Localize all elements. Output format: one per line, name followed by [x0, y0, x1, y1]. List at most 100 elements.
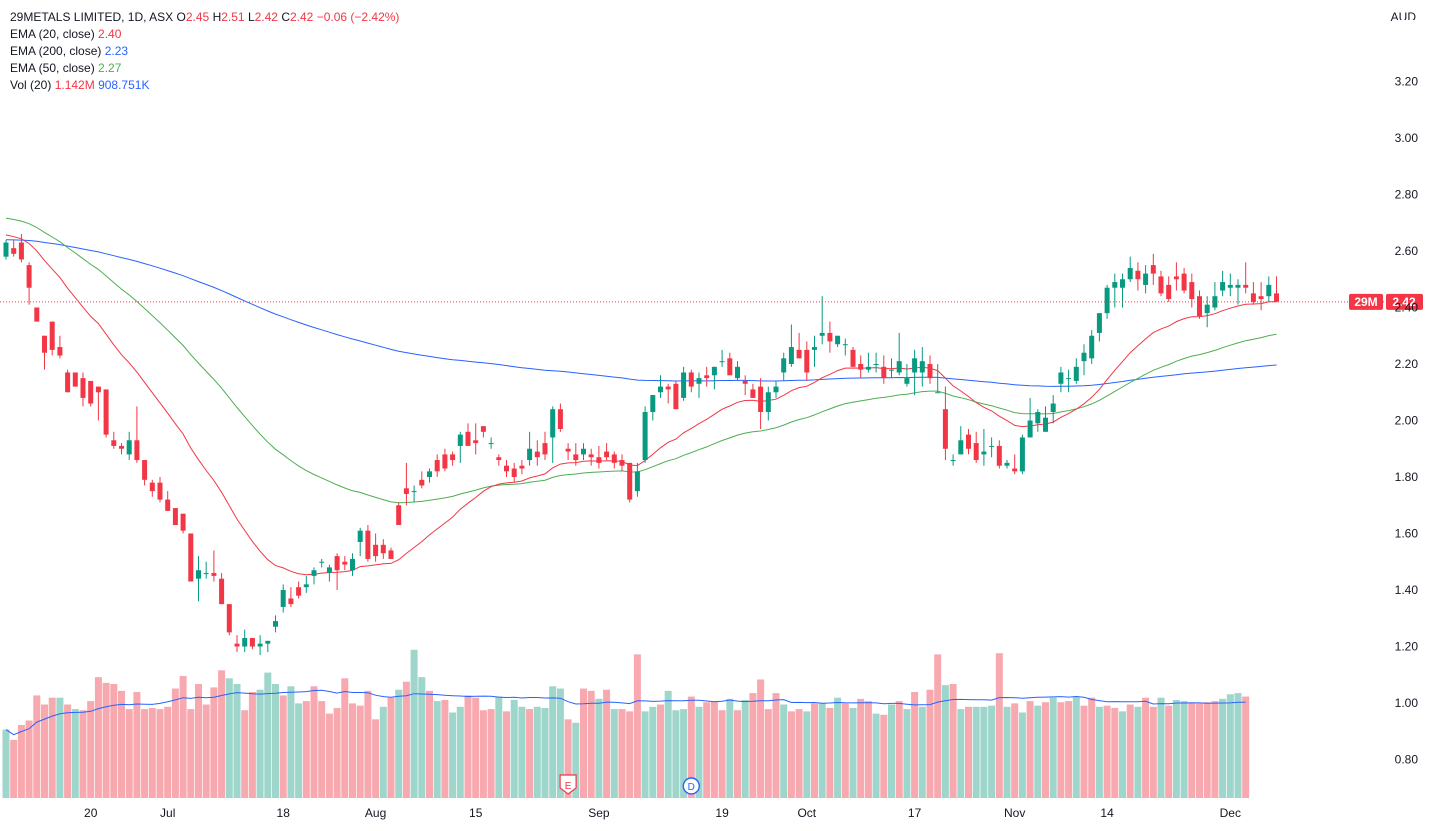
volume-bar	[587, 690, 595, 798]
volume-bar	[826, 707, 834, 798]
candle-body	[1019, 437, 1025, 472]
volume-bar	[456, 706, 464, 798]
volume-bar	[441, 699, 449, 798]
candle-body	[665, 386, 671, 390]
price-axis[interactable]: 3.20 3.00 2.80 2.60 2.40 2.20 2.00 1.80 1.60 1.40…	[1395, 20, 1425, 767]
candle-body	[827, 332, 833, 342]
volume-bar	[1080, 705, 1088, 798]
candle-body	[634, 471, 640, 492]
volume-bar	[1011, 703, 1019, 798]
volume-bar	[318, 701, 326, 798]
volume-bar	[433, 701, 441, 798]
dividend-marker[interactable]: D	[682, 777, 700, 795]
candle	[1250, 282, 1256, 305]
candle-body	[1127, 267, 1133, 280]
candle	[373, 533, 379, 562]
close-label: C	[281, 10, 290, 24]
ema20-legend[interactable]: EMA (20, close) 2.40	[10, 26, 399, 43]
open-value: 2.45	[185, 10, 210, 24]
candle-body	[1235, 284, 1241, 288]
candle	[1004, 460, 1010, 469]
candle	[18, 234, 24, 263]
candle	[619, 454, 625, 472]
volume-bar	[934, 654, 942, 798]
candle	[550, 406, 556, 463]
volume-bar	[710, 701, 718, 798]
volume-bar	[1026, 701, 1034, 798]
candle-body	[388, 550, 394, 559]
candle-body	[788, 347, 794, 364]
price-tick-label: 1.80	[1395, 470, 1419, 484]
volume-legend[interactable]: Vol (20) 1.142M 908.751K	[10, 77, 399, 94]
volume-bar	[1065, 701, 1073, 798]
candle-body	[504, 465, 509, 472]
volume-bar	[841, 703, 849, 798]
candle-body	[419, 479, 425, 486]
candle-body	[796, 349, 802, 359]
candle-body	[688, 372, 694, 387]
candle-body	[42, 335, 47, 353]
volume-bar	[48, 697, 56, 798]
candle-body	[850, 349, 856, 367]
candle-body	[865, 366, 871, 370]
candle-body	[226, 604, 232, 633]
volume-bar	[572, 722, 580, 798]
volume-bar	[356, 705, 364, 798]
volume-bar	[195, 684, 202, 798]
candle-body	[619, 460, 625, 466]
candle	[658, 375, 663, 398]
candle-body	[1081, 352, 1087, 362]
candle-body	[49, 321, 55, 350]
candle	[758, 378, 764, 429]
candle-body	[1104, 287, 1110, 314]
candle-body	[142, 460, 148, 480]
ema200-label: EMA (200, close)	[10, 44, 102, 58]
candle-body	[380, 544, 386, 554]
volume-bar	[302, 701, 310, 798]
price-tick-label: 1.20	[1395, 640, 1419, 654]
candle	[273, 615, 278, 633]
volume-bar	[349, 703, 356, 798]
volume-bar	[1165, 705, 1173, 798]
candle	[157, 477, 163, 503]
candle	[858, 355, 864, 379]
candle	[542, 431, 548, 461]
candle	[172, 508, 178, 526]
candle	[1066, 369, 1072, 393]
candle	[1197, 290, 1202, 319]
volume-bar	[911, 691, 919, 798]
volume-bar	[641, 711, 649, 798]
volume-bar	[764, 709, 772, 798]
candle	[904, 364, 910, 387]
volume-bar	[94, 677, 102, 798]
candle	[1166, 276, 1172, 302]
candle	[95, 386, 101, 421]
volume-bar	[780, 704, 788, 798]
volume-bar	[1242, 696, 1250, 798]
ema50-legend[interactable]: EMA (50, close) 2.27	[10, 60, 399, 77]
volume-bar	[64, 704, 72, 798]
price-tick-label: 1.60	[1395, 527, 1419, 541]
candle-body	[842, 344, 848, 346]
volume-bar	[795, 709, 803, 798]
candle-body	[596, 457, 602, 463]
candle-body	[681, 372, 687, 398]
volume-bar	[680, 709, 688, 798]
volume-bar	[387, 697, 395, 798]
candle	[604, 443, 610, 461]
candle-body	[403, 488, 409, 494]
ema200-legend[interactable]: EMA (200, close) 2.23	[10, 43, 399, 60]
price-tick-label: 2.20	[1395, 357, 1419, 371]
volume-bar	[664, 690, 672, 798]
candle-body	[650, 395, 656, 413]
time-axis[interactable]: 20 Jul 18 Aug 15 Sep 19 Oct 17 Nov 14 Dec	[84, 806, 1241, 820]
earnings-marker[interactable]: E	[559, 774, 577, 795]
last-price-tag	[1386, 293, 1423, 310]
candle-body	[873, 364, 879, 365]
symbol-label[interactable]: 29METALS LIMITED, 1D, ASX	[10, 10, 174, 24]
candle	[450, 451, 456, 466]
candle-body	[1066, 378, 1072, 380]
candle	[126, 431, 132, 461]
